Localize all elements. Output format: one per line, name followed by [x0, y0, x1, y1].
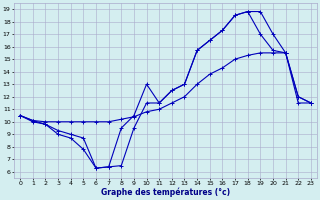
X-axis label: Graphe des températures (°c): Graphe des températures (°c): [101, 188, 230, 197]
